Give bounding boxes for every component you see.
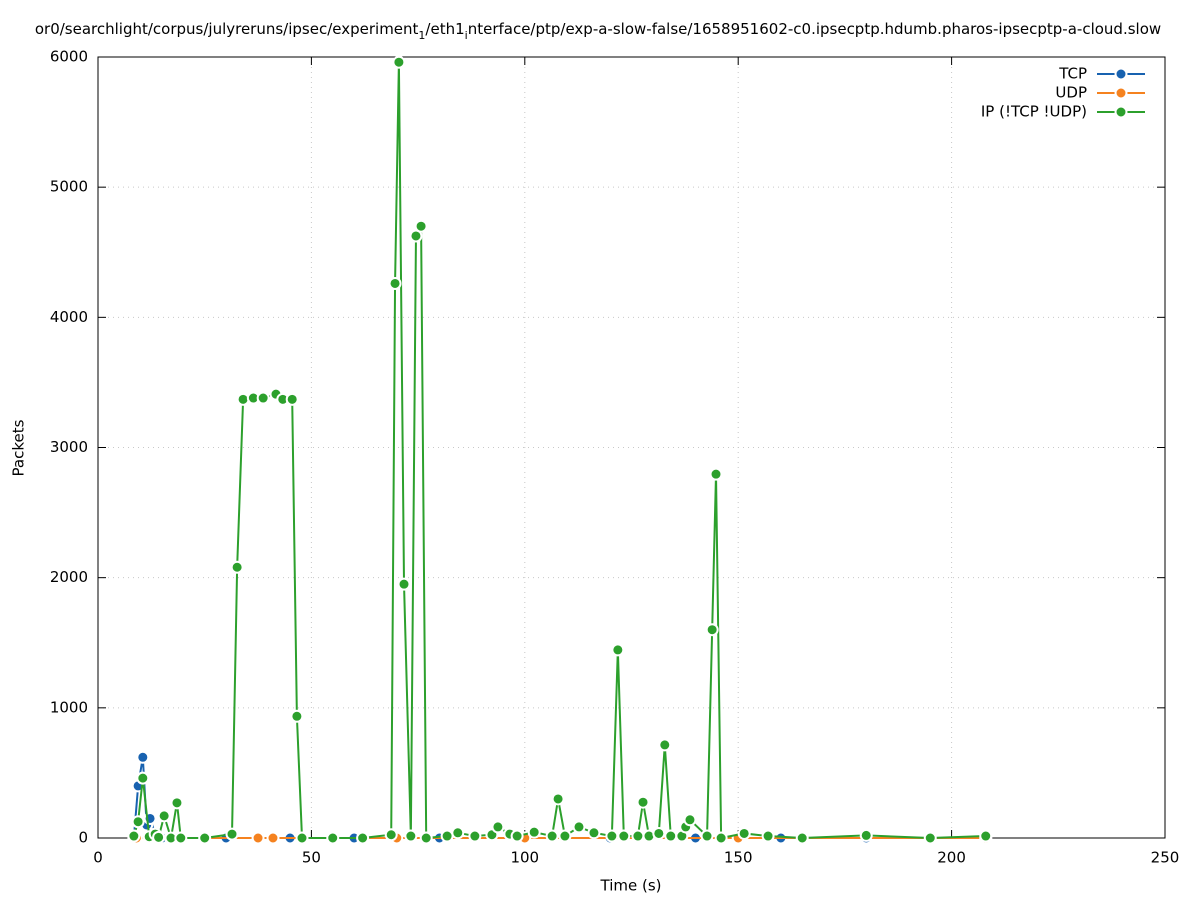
- data-point: [683, 813, 697, 827]
- data-point: [136, 750, 150, 764]
- data-point: [404, 829, 418, 843]
- y-tick-label: 6000: [50, 48, 88, 66]
- data-point: [409, 229, 423, 243]
- x-tick-label: 200: [937, 849, 966, 867]
- data-point: [414, 219, 428, 233]
- data-point: [256, 391, 270, 405]
- data-point: [236, 392, 250, 406]
- data-point: [136, 771, 150, 785]
- data-point: [761, 829, 775, 843]
- data-point: [131, 815, 145, 829]
- legend-label: TCP: [1058, 65, 1087, 83]
- title-subscript: 1: [418, 29, 425, 42]
- data-point: [572, 820, 586, 834]
- title-subscript: i: [465, 29, 468, 42]
- data-point: [652, 826, 666, 840]
- data-point: [152, 830, 166, 844]
- data-point: [326, 831, 340, 845]
- data-point: [251, 831, 265, 845]
- data-point: [440, 829, 454, 843]
- data-point: [658, 738, 672, 752]
- y-axis-label: Packets: [10, 419, 28, 476]
- y-tick-label: 4000: [50, 308, 88, 326]
- data-point: [859, 828, 873, 842]
- data-point: [127, 829, 141, 843]
- data-point: [700, 829, 714, 843]
- series-line: [132, 62, 986, 840]
- title-part: or0/searchlight/corpus/julyreruns/ipsec/…: [35, 20, 419, 38]
- data-point: [388, 276, 402, 290]
- data-point: [266, 831, 280, 845]
- title-part: nterface/ptp/exp-a-slow-false/1658951602…: [468, 20, 1161, 38]
- data-point: [527, 825, 541, 839]
- data-point: [170, 796, 184, 810]
- legend-marker: [1114, 86, 1128, 100]
- data-point: [174, 831, 188, 845]
- data-point: [605, 829, 619, 843]
- data-point: [714, 831, 728, 845]
- data-point: [709, 467, 723, 481]
- legend-label: IP (!TCP !UDP): [981, 103, 1087, 121]
- x-tick-label: 0: [93, 849, 103, 867]
- data-point: [545, 829, 559, 843]
- y-tick-label: 0: [78, 829, 88, 847]
- data-point: [979, 829, 993, 843]
- legend-label: UDP: [1055, 84, 1087, 102]
- legend-marker: [1114, 105, 1128, 119]
- y-tick-label: 2000: [50, 568, 88, 586]
- data-point: [611, 643, 625, 657]
- y-tick-label: 3000: [50, 438, 88, 456]
- y-tick-label: 5000: [50, 178, 88, 196]
- data-point: [384, 828, 398, 842]
- data-point: [923, 831, 937, 845]
- x-tick-label: 250: [1151, 849, 1180, 867]
- data-point: [419, 831, 433, 845]
- x-tick-label: 100: [510, 849, 539, 867]
- data-point: [737, 826, 751, 840]
- data-point: [230, 560, 244, 574]
- data-point: [468, 829, 482, 843]
- data-point: [510, 829, 524, 843]
- data-point: [157, 809, 171, 823]
- data-point: [397, 577, 411, 591]
- data-point: [705, 623, 719, 637]
- x-axis-label: Time (s): [600, 877, 662, 895]
- data-point: [285, 392, 299, 406]
- data-point: [225, 827, 239, 841]
- data-point: [198, 831, 212, 845]
- y-tick-label: 1000: [50, 698, 88, 716]
- data-point: [631, 829, 645, 843]
- data-point: [795, 831, 809, 845]
- data-point: [558, 829, 572, 843]
- data-point: [587, 826, 601, 840]
- data-point: [664, 829, 678, 843]
- x-tick-label: 50: [302, 849, 321, 867]
- data-point: [636, 795, 650, 809]
- data-point: [356, 831, 370, 845]
- legend-marker: [1114, 67, 1128, 81]
- data-point: [617, 829, 631, 843]
- data-point: [491, 820, 505, 834]
- data-point: [295, 831, 309, 845]
- title-part: /eth1: [425, 20, 464, 38]
- chart-title: or0/searchlight/corpus/julyreruns/ipsec/…: [35, 20, 1161, 42]
- x-tick-label: 150: [724, 849, 753, 867]
- data-point: [290, 709, 304, 723]
- data-point: [551, 792, 565, 806]
- data-point: [392, 55, 406, 69]
- data-point: [451, 826, 465, 840]
